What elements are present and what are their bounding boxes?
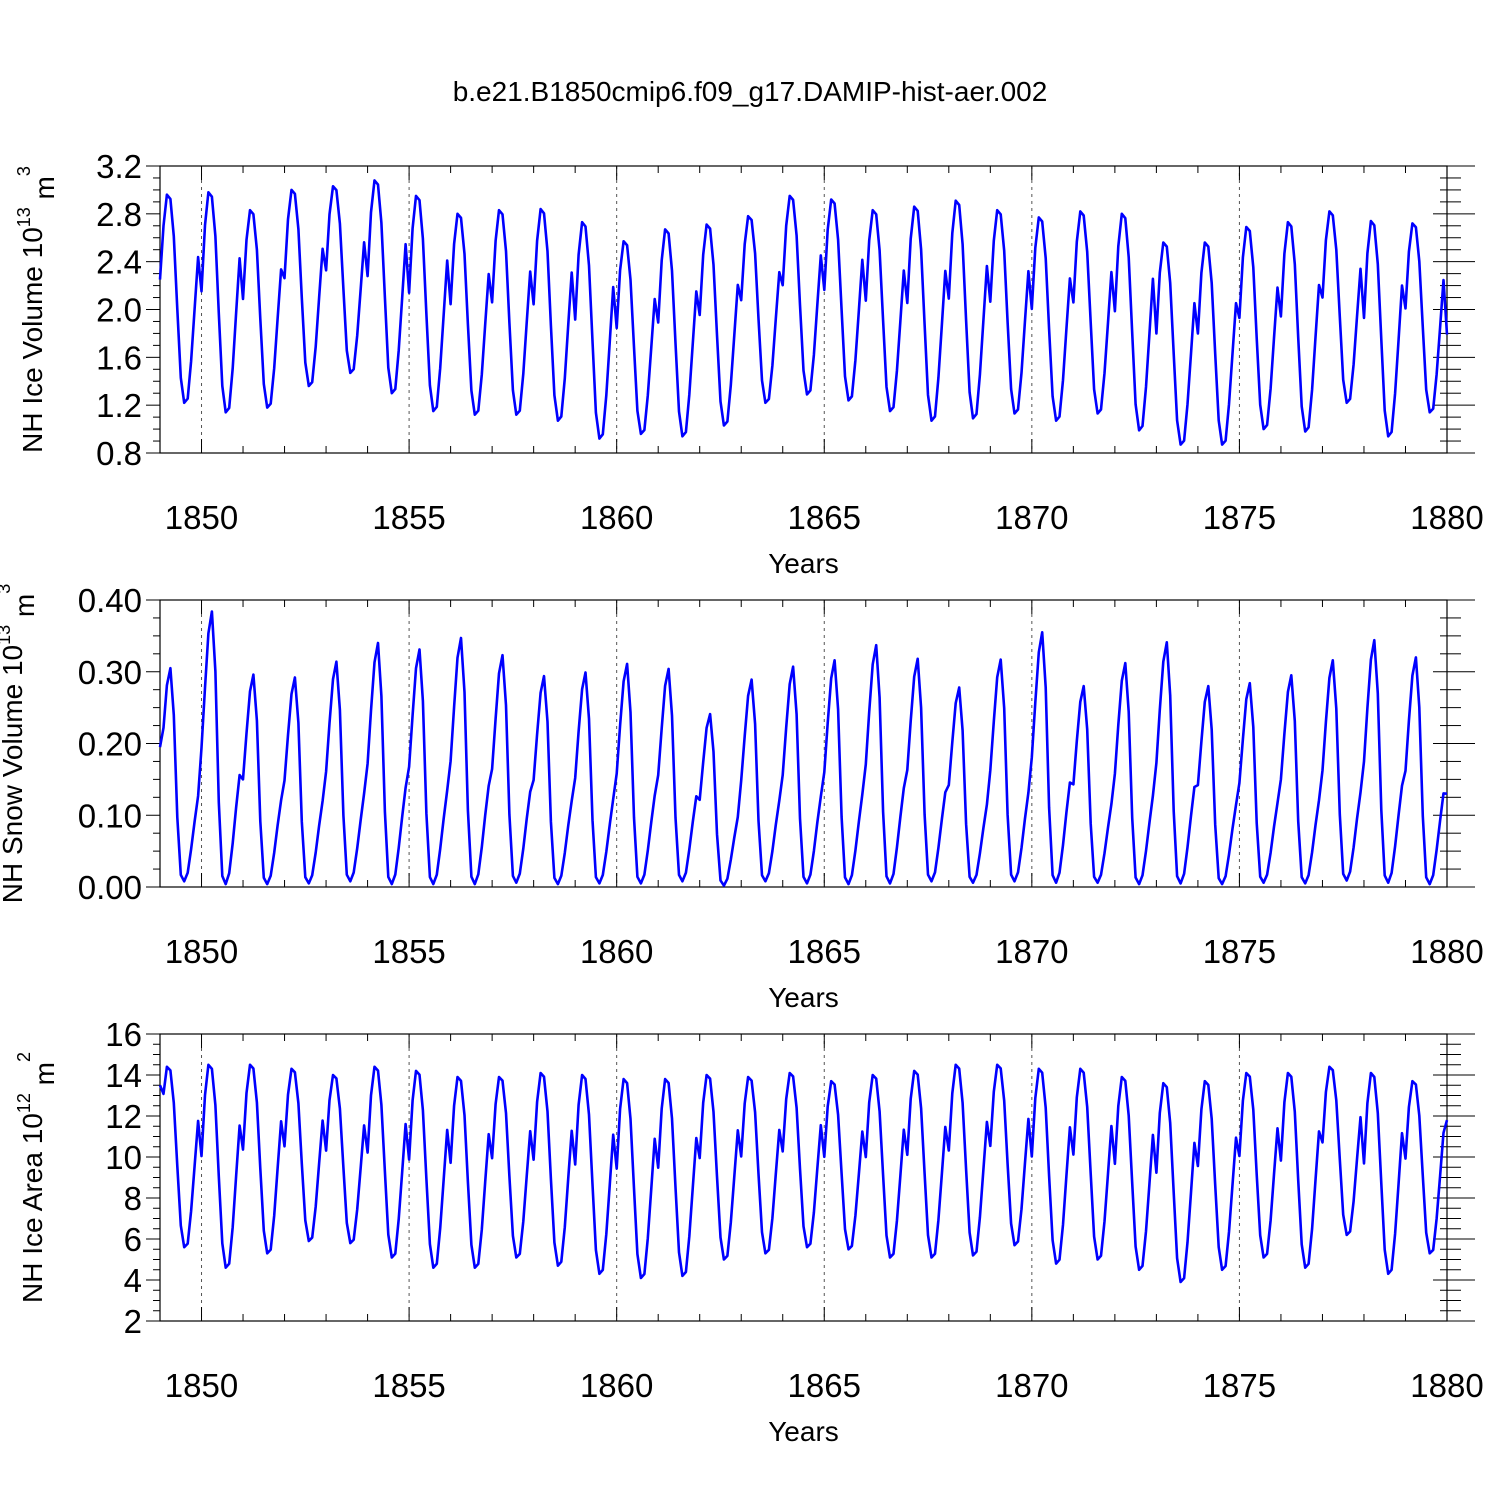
y-tick-label: 0.30 bbox=[78, 654, 142, 691]
y-tick-label: 2.4 bbox=[96, 244, 142, 281]
y-axis-title-part: 12 bbox=[14, 1093, 34, 1113]
x-tick-label: 1855 bbox=[372, 1367, 445, 1404]
y-axis-title-part: NH Ice Volume 10 bbox=[17, 227, 48, 453]
plot-frame bbox=[159, 165, 1448, 454]
y-axis-title-part: m bbox=[9, 594, 40, 625]
x-axis-title: Years bbox=[768, 1416, 839, 1447]
x-tick-label: 1875 bbox=[1203, 499, 1276, 536]
y-tick-label: 1.2 bbox=[96, 387, 142, 424]
y-tick-label: 6 bbox=[124, 1221, 142, 1258]
y-tick-label: 2 bbox=[124, 1303, 142, 1340]
series-line-nh-ice-volume bbox=[158, 179, 1449, 446]
y-axis-title-part: 13 bbox=[0, 625, 14, 645]
x-tick-label: 1865 bbox=[788, 933, 861, 970]
series-line-nh-snow-volume bbox=[158, 610, 1448, 887]
y-tick-label: 8 bbox=[124, 1180, 142, 1217]
y-axis-title-part: m bbox=[29, 176, 60, 207]
y-tick-label: 0.8 bbox=[96, 435, 142, 472]
x-tick-label: 1855 bbox=[372, 933, 445, 970]
x-tick-label: 1870 bbox=[995, 1367, 1068, 1404]
panel-3: 1850 1855 1860 1865 1870 1875 1880 2 4 6 8 10 12 14 16… bbox=[14, 1016, 1484, 1447]
y-tick-label: 1.6 bbox=[96, 339, 142, 376]
x-tick-label: 1850 bbox=[165, 499, 238, 536]
x-tick-label: 1860 bbox=[580, 933, 653, 970]
x-tick-label: 1870 bbox=[995, 933, 1068, 970]
y-tick-label: 0.40 bbox=[78, 582, 142, 619]
chart-title: b.e21.B1850cmip6.f09_g17.DAMIP-hist-aer.… bbox=[452, 76, 1048, 107]
x-axis-title: Years bbox=[768, 982, 839, 1013]
y-axis-title-part: 3 bbox=[14, 166, 34, 176]
y-tick-label: 4 bbox=[124, 1262, 142, 1299]
y-tick-label: 0.10 bbox=[78, 797, 142, 834]
y-axis-title: NH Ice Volume 1013 m3 bbox=[14, 166, 60, 453]
plot-frame bbox=[159, 1033, 1448, 1322]
y-tick-label: 0.00 bbox=[78, 869, 142, 906]
x-tick-label: 1880 bbox=[1410, 1367, 1483, 1404]
x-tick-label: 1865 bbox=[788, 1367, 861, 1404]
x-tick-label: 1875 bbox=[1203, 933, 1276, 970]
x-tick-label: 1875 bbox=[1203, 1367, 1276, 1404]
y-axis-title-part: 3 bbox=[0, 584, 14, 594]
panel-2: 1850 1855 1860 1865 1870 1875 1880 0.00 0.10 0.20… bbox=[0, 582, 1484, 1013]
series-line-nh-ice-area bbox=[158, 1063, 1449, 1284]
y-axis-title-part: NH Snow Volume 10 bbox=[0, 645, 28, 903]
y-tick-label: 3.2 bbox=[96, 148, 142, 185]
y-axis-title-part: NH Ice Area 10 bbox=[17, 1113, 48, 1303]
x-tick-label: 1870 bbox=[995, 499, 1068, 536]
y-tick-label: 2.8 bbox=[96, 196, 142, 233]
x-axis-title: Years bbox=[768, 548, 839, 579]
x-tick-label: 1850 bbox=[165, 933, 238, 970]
y-tick-label: 12 bbox=[105, 1098, 142, 1135]
y-axis-title-part: 2 bbox=[14, 1052, 34, 1062]
panel-1: 1850 1855 1860 1865 1870 1875 1880 0.8 1.2 1.6 2.0… bbox=[14, 148, 1484, 579]
x-tick-label: 1880 bbox=[1410, 933, 1483, 970]
x-tick-label: 1850 bbox=[165, 1367, 238, 1404]
y-tick-label: 2.0 bbox=[96, 292, 142, 329]
x-tick-label: 1855 bbox=[372, 499, 445, 536]
y-tick-label: 10 bbox=[105, 1139, 142, 1176]
y-tick-label: 16 bbox=[105, 1016, 142, 1053]
x-tick-label: 1860 bbox=[580, 1367, 653, 1404]
x-tick-label: 1860 bbox=[580, 499, 653, 536]
y-axis-title: NH Snow Volume 1013 m3 bbox=[0, 584, 40, 904]
y-axis-title: NH Ice Area 1012 m2 bbox=[14, 1052, 60, 1303]
y-axis-title-part: m bbox=[29, 1062, 60, 1093]
y-tick-label: 14 bbox=[105, 1057, 142, 1094]
x-tick-label: 1880 bbox=[1410, 499, 1483, 536]
y-tick-label: 0.20 bbox=[78, 726, 142, 763]
y-axis-title-part: 13 bbox=[14, 207, 34, 227]
x-tick-label: 1865 bbox=[788, 499, 861, 536]
